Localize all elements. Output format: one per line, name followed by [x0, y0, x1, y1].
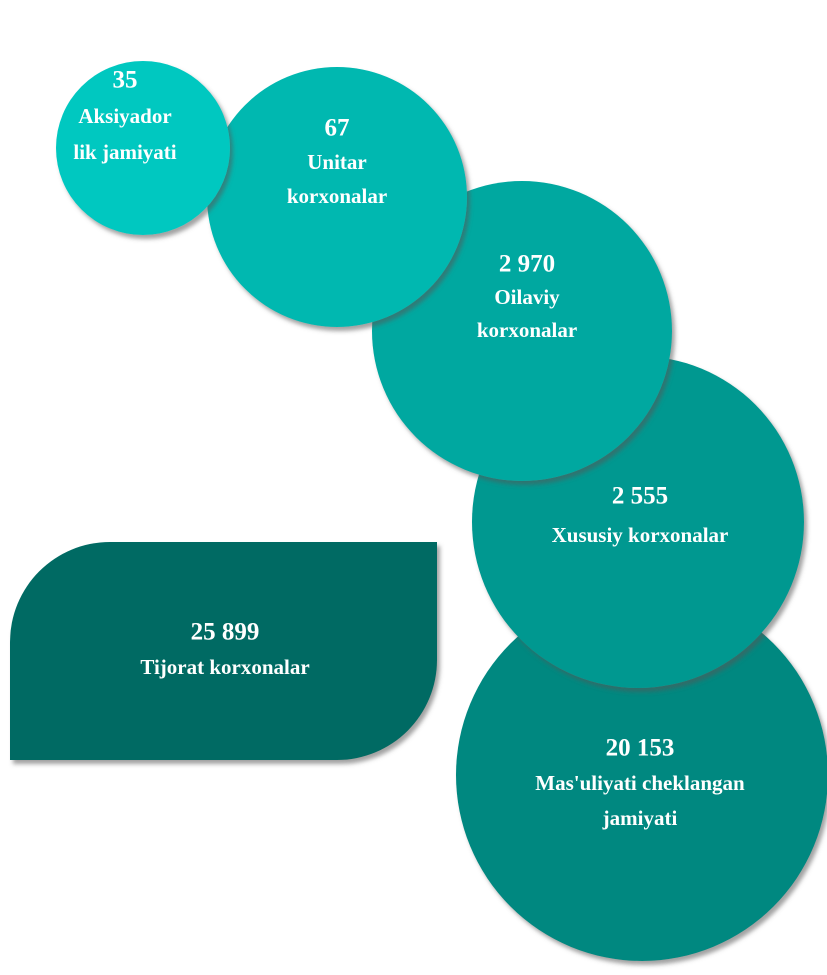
highlight-shape — [10, 542, 437, 760]
circle — [56, 61, 230, 235]
node-label: lik jamiyati — [73, 140, 176, 164]
node-value: 2 970 — [499, 251, 555, 278]
node-value: 67 — [325, 115, 350, 142]
node-label: korxonalar — [477, 318, 577, 342]
node-label: jamiyati — [602, 806, 678, 830]
circles — [56, 61, 827, 961]
node-value: 25 899 — [191, 619, 260, 646]
node-label: Aksiyador — [78, 104, 171, 128]
node-label: Mas'uliyati cheklangan — [535, 771, 745, 795]
labels: 35 Aksiyador lik jamiyati 67 Unitar korxonala… — [73, 67, 745, 830]
node-label: korxonalar — [287, 184, 387, 208]
node-value: 2 555 — [612, 483, 668, 510]
node-label: Tijorat korxonalar — [140, 655, 309, 679]
node-value: 35 — [113, 67, 138, 94]
node-label: Unitar — [307, 150, 367, 174]
node-value: 20 153 — [606, 735, 675, 762]
circle — [207, 67, 467, 327]
node-label: Xususiy korxonalar — [552, 523, 729, 547]
node-label: Oilaviy — [494, 285, 560, 309]
circle — [456, 589, 827, 961]
